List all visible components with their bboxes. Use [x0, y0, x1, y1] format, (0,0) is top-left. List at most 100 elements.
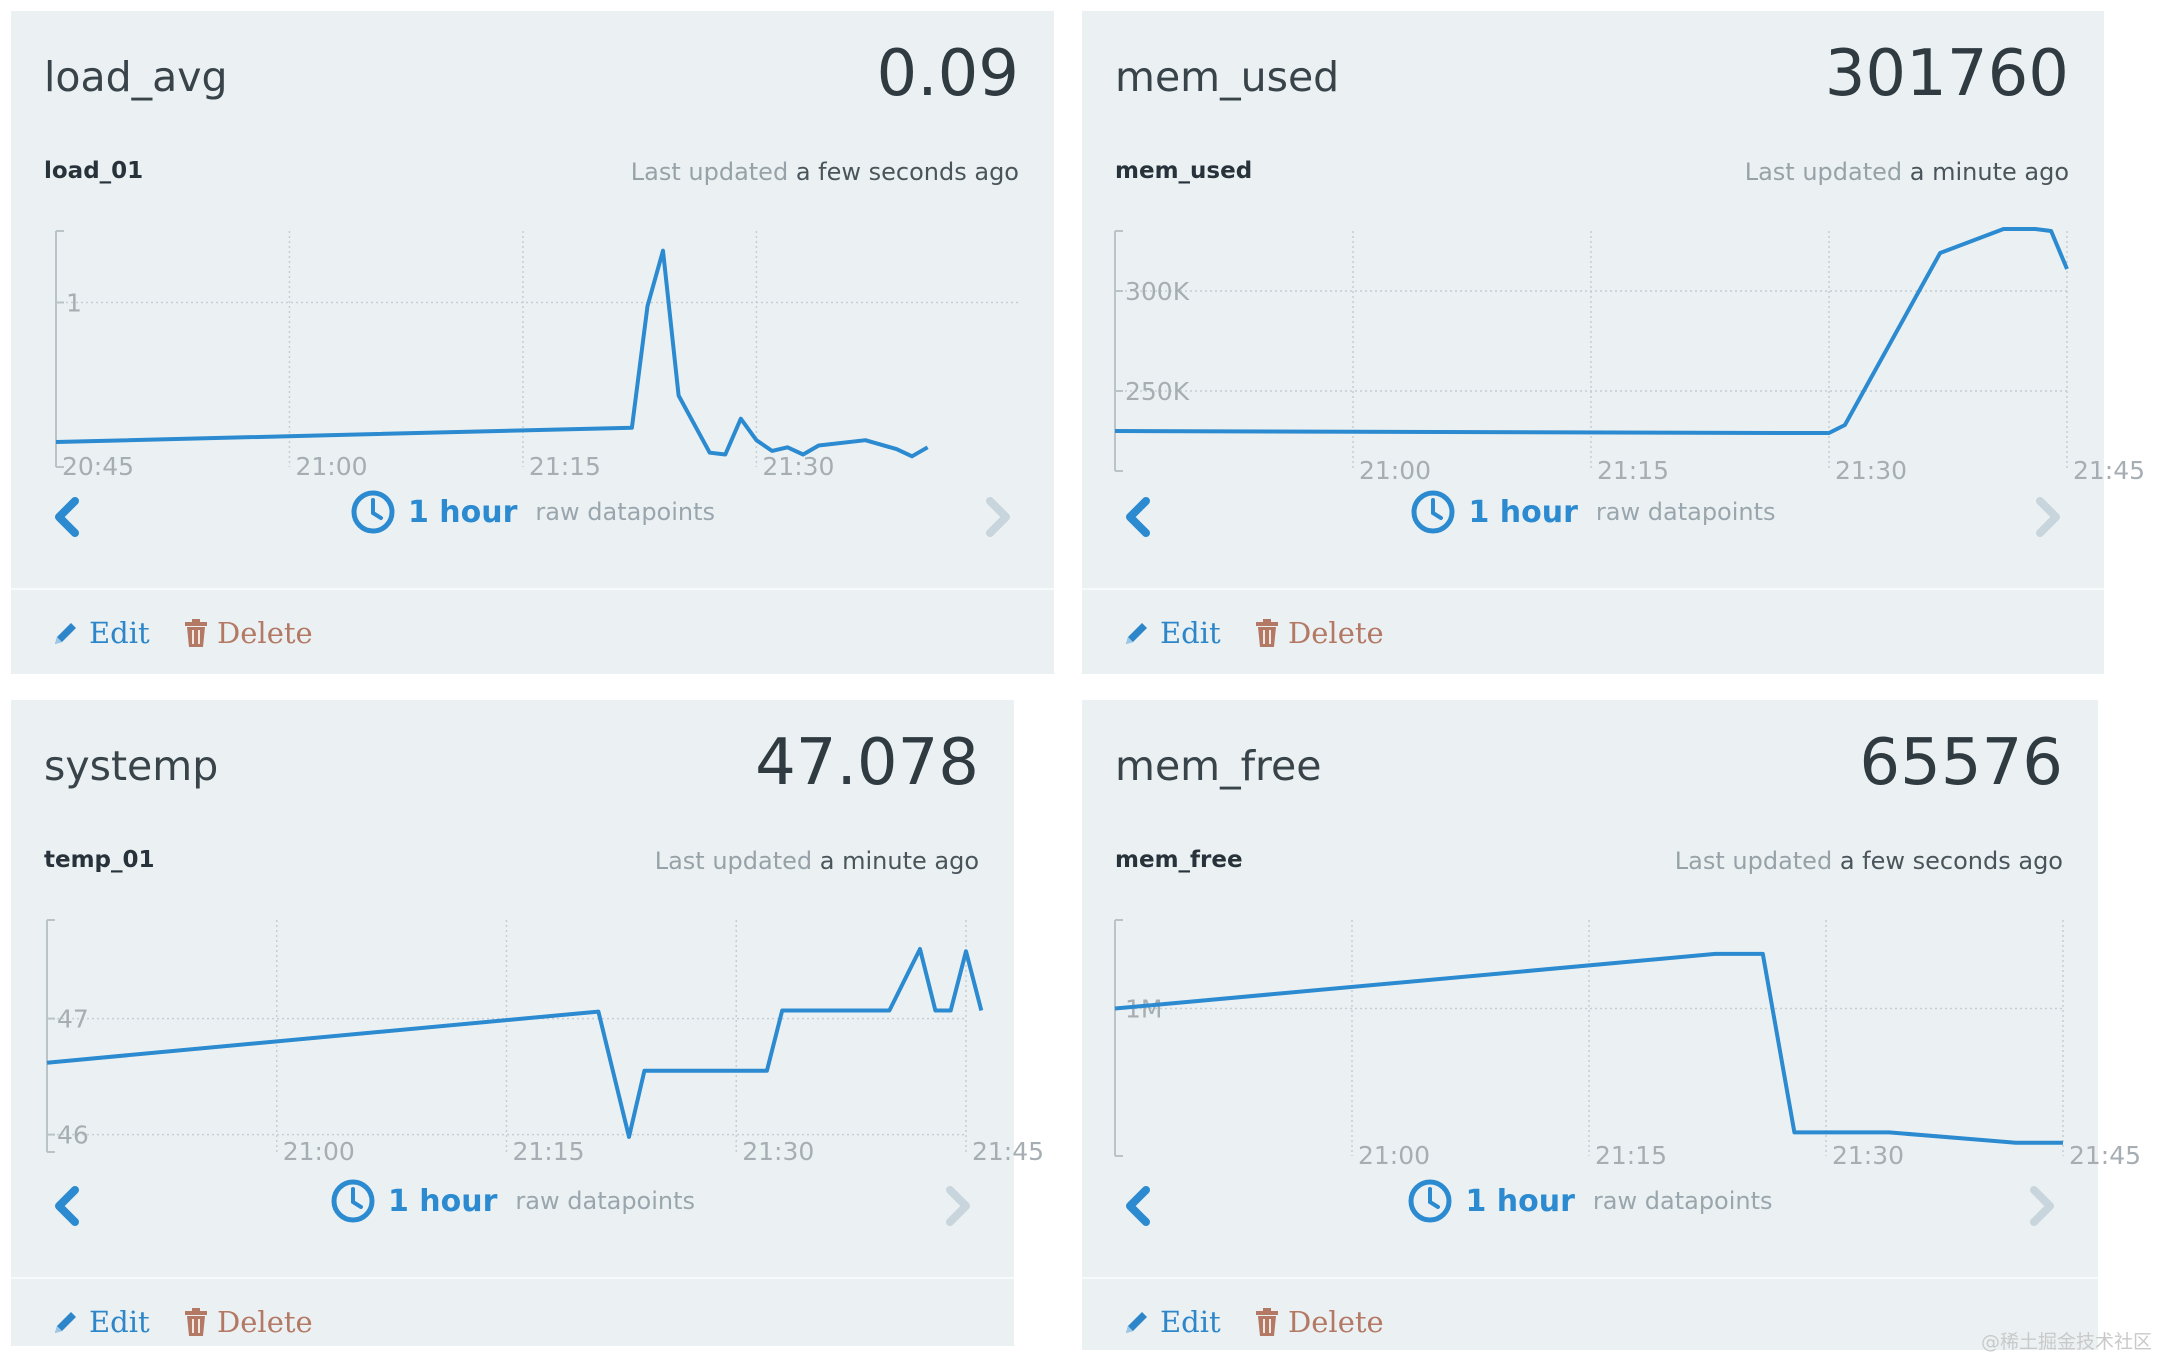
trash-icon — [185, 619, 207, 647]
clock-icon — [1411, 490, 1455, 534]
pencil-icon — [55, 623, 76, 644]
card-title: mem_free — [1115, 742, 1322, 790]
line-chart: 20:45 21:00 21:15 21:30 1 — [55, 230, 1021, 481]
chevron-left-icon[interactable] — [1118, 1184, 1158, 1228]
line-chart: 21:00 21:15 21:30 21:45 47 46 — [46, 919, 1044, 1166]
delete-button[interactable]: Delete — [183, 1305, 313, 1339]
datapoint-mode: raw datapoints — [535, 498, 716, 526]
trash-icon — [185, 1308, 207, 1336]
y-tick-label: 1 — [66, 289, 82, 318]
delete-label: Delete — [1288, 616, 1384, 650]
card-actions: Edit Delete — [11, 588, 1054, 676]
time-navigation: 1 hour raw datapoints — [1082, 1178, 2098, 1236]
stream-name: mem_used — [1115, 158, 1253, 184]
time-range-label[interactable]: 1 hour — [407, 494, 518, 530]
trash-icon — [1256, 619, 1278, 647]
y-tick-label: 47 — [57, 1005, 89, 1034]
stream-name: temp_01 — [44, 847, 155, 873]
watermark: @稀土掘金技术社区 — [1980, 1331, 2152, 1353]
datapoint-mode: raw datapoints — [1595, 498, 1776, 526]
delete-label: Delete — [1288, 1305, 1384, 1339]
delete-button[interactable]: Delete — [1254, 616, 1384, 650]
card-actions: Edit Delete — [1082, 588, 2104, 676]
series-line — [55, 248, 929, 459]
series-line — [1114, 951, 2063, 1145]
datapoint-mode: raw datapoints — [515, 1187, 696, 1215]
x-tick-label: 21:15 — [529, 452, 601, 481]
datapoint-mode: raw datapoints — [1592, 1187, 1773, 1215]
time-navigation: 1 hour raw datapoints — [11, 489, 1054, 547]
chevron-right-icon[interactable] — [938, 1184, 978, 1228]
x-tick-label: 21:30 — [1832, 1141, 1904, 1170]
last-updated: Last updated a minute ago — [1745, 158, 2069, 186]
last-updated-label: Last updated — [1674, 847, 1833, 875]
chevron-left-icon[interactable] — [47, 1184, 87, 1228]
pencil-icon — [1126, 1312, 1147, 1333]
pencil-icon — [1126, 623, 1147, 644]
x-tick-label: 21:30 — [762, 452, 834, 481]
time-navigation: 1 hour raw datapoints — [1082, 489, 2104, 547]
y-tick-label: 300K — [1125, 277, 1190, 306]
x-tick-label: 21:15 — [1597, 456, 1669, 485]
card-title: systemp — [44, 742, 219, 790]
card-title: load_avg — [44, 53, 228, 101]
current-value: 301760 — [1824, 37, 2069, 111]
card-actions: Edit Delete — [1082, 1277, 2098, 1365]
clock-icon — [1408, 1179, 1452, 1223]
y-tick-label: 46 — [57, 1121, 89, 1150]
delete-button[interactable]: Delete — [183, 616, 313, 650]
x-tick-label: 21:45 — [2069, 1141, 2141, 1170]
edit-button[interactable]: Edit — [51, 1305, 150, 1339]
x-tick-label: 21:45 — [972, 1137, 1044, 1166]
delete-label: Delete — [217, 616, 313, 650]
last-updated: Last updated a minute ago — [655, 847, 979, 875]
card-title: mem_used — [1115, 53, 1340, 101]
last-updated-label: Last updated — [1744, 158, 1903, 186]
chevron-right-icon[interactable] — [978, 495, 1018, 539]
last-updated-time: a minute ago — [819, 847, 979, 875]
card-actions: Edit Delete — [11, 1277, 1014, 1365]
metric-card-systemp: systemp 47.078 temp_01 Last updated a mi… — [11, 700, 1044, 1346]
chevron-left-icon[interactable] — [1118, 495, 1158, 539]
last-updated: Last updated a few seconds ago — [631, 158, 1019, 186]
time-range-label[interactable]: 1 hour — [1465, 1183, 1575, 1219]
delete-label: Delete — [217, 1305, 313, 1339]
last-updated-time: a minute ago — [1909, 158, 2069, 186]
current-value: 47.078 — [755, 726, 979, 800]
stream-name: mem_free — [1115, 847, 1243, 873]
metric-card-mem-used: mem_used 301760 mem_used Last updated a … — [1082, 11, 2145, 676]
edit-button[interactable]: Edit — [1122, 616, 1221, 650]
time-navigation: 1 hour raw datapoints — [11, 1178, 1014, 1236]
stream-name: load_01 — [44, 158, 144, 184]
chevron-right-icon[interactable] — [2028, 495, 2068, 539]
x-tick-label: 21:15 — [1595, 1141, 1667, 1170]
time-range-label[interactable]: 1 hour — [387, 1183, 498, 1219]
x-tick-label: 21:45 — [2073, 456, 2145, 485]
line-chart: 21:00 21:15 21:30 21:45 300K 250K — [1114, 227, 2145, 485]
edit-label: Edit — [1160, 616, 1221, 650]
x-tick-label: 20:45 — [62, 452, 134, 481]
edit-button[interactable]: Edit — [1122, 1305, 1221, 1339]
metric-card-mem-free: mem_free 65576 mem_free Last updated a f… — [1082, 700, 2141, 1350]
pencil-icon — [55, 1312, 76, 1333]
x-tick-label: 21:00 — [1358, 1141, 1430, 1170]
last-updated-time: a few seconds ago — [1839, 847, 2063, 875]
last-updated-label: Last updated — [654, 847, 813, 875]
edit-button[interactable]: Edit — [51, 616, 150, 650]
y-tick-label: 250K — [1125, 377, 1190, 406]
current-value: 65576 — [1859, 726, 2063, 800]
delete-button[interactable]: Delete — [1254, 1305, 1384, 1339]
clock-icon — [351, 490, 395, 534]
edit-label: Edit — [89, 1305, 150, 1339]
current-value: 0.09 — [876, 37, 1020, 111]
time-range-label[interactable]: 1 hour — [1468, 494, 1578, 530]
x-tick-label: 21:15 — [513, 1137, 585, 1166]
x-tick-label: 21:00 — [283, 1137, 355, 1166]
x-tick-label: 21:00 — [1359, 456, 1431, 485]
chevron-right-icon[interactable] — [2022, 1184, 2062, 1228]
clock-icon — [331, 1179, 375, 1223]
series-line — [46, 947, 984, 1139]
x-tick-label: 21:00 — [295, 452, 367, 481]
chevron-left-icon[interactable] — [47, 495, 87, 539]
